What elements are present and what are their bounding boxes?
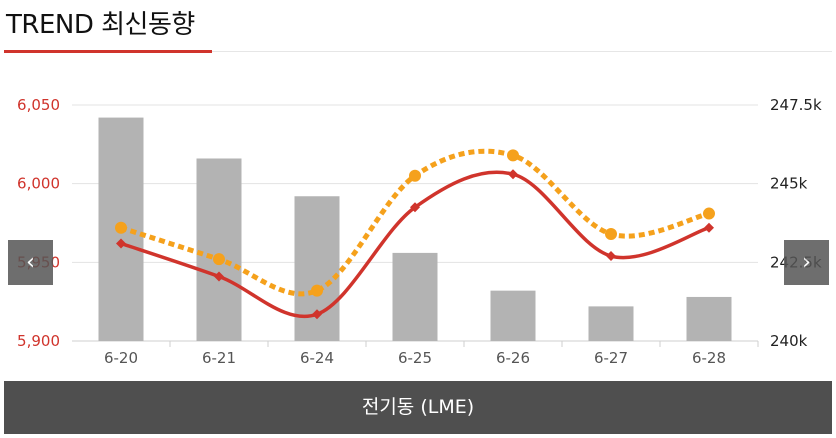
trend-chart: 6-20 6-21 6-24 6-25 6-26 6-27 6-28 6,050 6,000 5,… [17,96,822,367]
bar [392,252,438,341]
dotted-series-point [605,228,617,241]
dotted-series-point [703,207,715,220]
left-axis-label: 6,050 [17,96,60,114]
bar [588,306,634,341]
next-button[interactable]: › [784,240,829,285]
solid-series-point [508,169,518,180]
chevron-right-icon: › [802,250,811,275]
footer-bar: 전기동 (LME) [4,381,832,434]
solid-series-point [606,251,616,262]
bar [294,196,340,341]
dotted-series-point [409,169,421,182]
dotted-series-point [115,221,127,234]
x-tick-label: 6-28 [692,349,726,367]
bar [686,296,732,341]
footer-label: 전기동 (LME) [361,396,475,418]
dotted-series-point [311,284,323,297]
solid-series-point [704,222,714,233]
left-axis-label: 6,000 [17,175,60,193]
x-tick-label: 6-21 [202,349,236,367]
right-axis-label: 247.5k [770,96,822,114]
left-axis-label: 5,900 [17,332,60,350]
x-tick-label: 6-25 [398,349,432,367]
prev-button[interactable]: ‹ [8,240,53,285]
dotted-series-point [213,253,225,266]
bar [196,158,242,341]
x-tick-label: 6-27 [594,349,628,367]
right-axis-label: 245k [770,175,808,193]
right-axis-label: 240k [770,332,808,350]
bar [490,290,536,341]
solid-series-point [116,238,126,249]
page-title: TREND 최신동향 [6,10,195,40]
x-tick-label: 6-26 [496,349,530,367]
solid-series-point [410,202,420,213]
solid-series-point [214,271,224,282]
solid-series-point [312,309,322,320]
x-tick-label: 6-24 [300,349,334,367]
chevron-left-icon: ‹ [26,250,35,275]
dotted-series-point [507,149,519,162]
title-divider [212,51,832,52]
title-underline [4,50,212,53]
x-tick-label: 6-20 [104,349,138,367]
